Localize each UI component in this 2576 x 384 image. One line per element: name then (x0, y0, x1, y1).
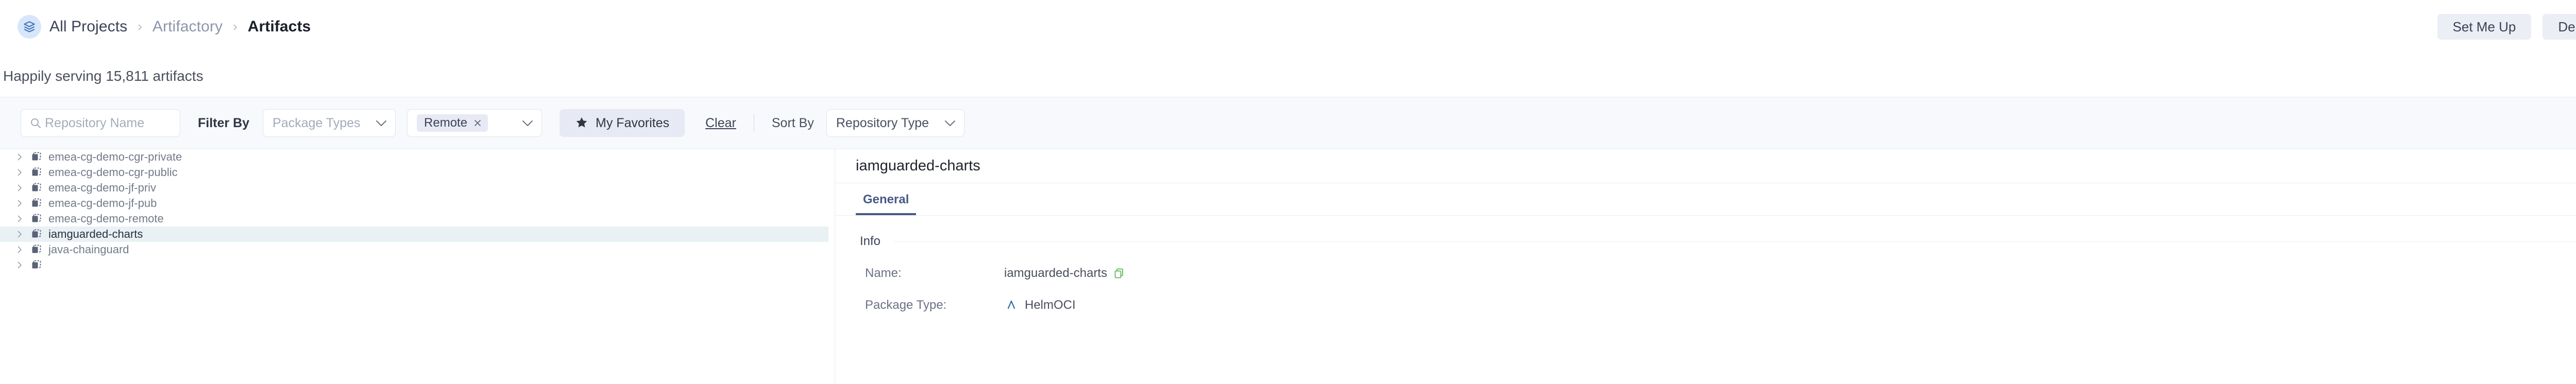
chevron-right-icon[interactable] (15, 168, 24, 177)
filter-by-label: Filter By (198, 115, 250, 130)
copy-icon[interactable] (1113, 268, 1125, 279)
breadcrumb-separator: › (138, 19, 142, 34)
chevron-right-icon[interactable] (15, 230, 24, 238)
chevron-right-icon[interactable] (15, 184, 24, 192)
chevron-right-icon[interactable] (15, 246, 24, 254)
helm-icon (1004, 298, 1019, 312)
repository-detail-panel: iamguarded-charts (835, 149, 2576, 384)
tab-general[interactable]: General (856, 183, 917, 215)
sort-by-value: Repository Type (836, 115, 929, 130)
my-favorites-label: My Favorites (596, 115, 670, 130)
detail-header: iamguarded-charts (835, 149, 2576, 183)
set-me-up-button[interactable]: Set Me Up (2437, 14, 2532, 40)
artifact-count-text: Happily serving 15,811 artifacts (3, 68, 204, 84)
tree-row[interactable]: java-chainguard (0, 242, 828, 257)
top-bar: All Projects › Artifactory › Artifacts S… (0, 0, 2576, 54)
tree-row[interactable]: emea-cg-demo-jf-priv (0, 180, 828, 196)
tree-row-label: emea-cg-demo-cgr-public (48, 166, 178, 179)
tree-row-label: emea-cg-demo-cgr-private (48, 150, 182, 163)
remote-repository-icon (31, 167, 42, 178)
info-section: Info Name: iamguarded-charts Package Ty (835, 216, 2576, 312)
layers-stack-icon (18, 15, 41, 39)
info-label: Name: (865, 266, 902, 280)
info-value-text: iamguarded-charts (1004, 266, 1108, 280)
star-filled-icon (575, 116, 588, 131)
chevron-down-icon (376, 120, 387, 127)
search-input[interactable] (45, 115, 180, 131)
remote-repository-icon (31, 244, 42, 255)
repository-type-select[interactable]: Remote (407, 109, 543, 137)
sort-by-select[interactable]: Repository Type (826, 109, 964, 137)
info-row-package-type: Package Type: HelmOCI (860, 298, 2576, 312)
info-divider (894, 241, 2576, 242)
tree-row-label: emea-cg-demo-jf-pub (48, 197, 157, 210)
tree-row-label: java-chainguard (48, 243, 129, 256)
info-title: Info (860, 234, 881, 248)
package-types-select[interactable]: Package Types (263, 109, 396, 137)
breadcrumb-separator: › (233, 19, 238, 34)
chevron-right-icon[interactable] (15, 261, 24, 269)
page-title: iamguarded-charts (856, 158, 980, 174)
breadcrumb-item-all-projects[interactable]: All Projects (49, 18, 128, 35)
main-content: emea-cg-demo-cgr-private emea-cg-demo-cg… (0, 149, 2576, 384)
remote-repository-icon (31, 182, 42, 194)
chevron-down-icon (522, 120, 533, 127)
info-value: HelmOCI (1004, 298, 1076, 312)
tree-row[interactable] (0, 257, 828, 273)
remote-repository-icon (31, 151, 42, 163)
tree-row[interactable]: emea-cg-demo-cgr-private (0, 149, 828, 165)
remote-repository-icon (31, 213, 42, 224)
my-favorites-button[interactable]: My Favorites (560, 109, 685, 137)
info-value: iamguarded-charts (1004, 266, 1125, 281)
chevron-right-icon[interactable] (15, 215, 24, 223)
detail-tabs: General (835, 183, 2576, 216)
deploy-button[interactable]: Deploy (2543, 14, 2576, 40)
tree-row-label: iamguarded-charts (48, 228, 143, 240)
remote-repository-icon (31, 198, 42, 209)
tree-row-label: emea-cg-demo-jf-priv (48, 181, 157, 194)
info-section-header: Info (860, 234, 2576, 249)
remote-filter-chip: Remote (417, 114, 488, 132)
remote-chip-label: Remote (424, 116, 468, 130)
remote-repository-icon (31, 259, 42, 271)
repository-search[interactable] (21, 109, 180, 137)
close-icon[interactable] (473, 119, 482, 127)
sort-by-label: Sort By (771, 115, 814, 130)
info-row-name: Name: iamguarded-charts (860, 266, 2576, 281)
filter-toolbar: Filter By Package Types Remote My Favori… (0, 97, 2576, 149)
tree-row[interactable]: emea-cg-demo-cgr-public (0, 165, 828, 180)
chevron-right-icon[interactable] (15, 153, 24, 161)
chevron-right-icon[interactable] (15, 199, 24, 207)
breadcrumb-item-artifactory[interactable]: Artifactory (152, 18, 223, 35)
package-types-value: Package Types (273, 115, 361, 130)
remote-repository-icon (31, 229, 42, 240)
repository-tree[interactable]: emea-cg-demo-cgr-private emea-cg-demo-cg… (0, 149, 828, 384)
tree-row-label: emea-cg-demo-remote (48, 212, 164, 225)
info-value-text: HelmOCI (1025, 298, 1076, 312)
top-action-buttons: Set Me Up Deploy Manage Repositories (2437, 14, 2576, 40)
clear-filters-link[interactable]: Clear (705, 115, 736, 130)
chevron-down-icon (944, 120, 956, 127)
breadcrumb-item-artifacts: Artifacts (247, 18, 311, 35)
tree-row[interactable]: emea-cg-demo-jf-pub (0, 196, 828, 211)
info-label: Package Type: (865, 298, 947, 312)
search-icon (29, 117, 42, 129)
tree-row-selected[interactable]: iamguarded-charts (0, 226, 828, 242)
breadcrumb: All Projects › Artifactory › Artifacts (18, 15, 311, 39)
tree-row[interactable]: emea-cg-demo-remote (0, 211, 828, 226)
